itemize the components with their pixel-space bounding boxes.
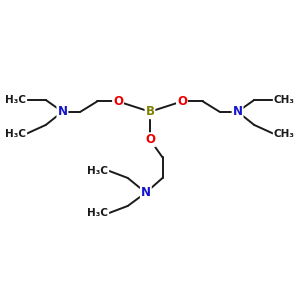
Text: H₃C: H₃C <box>5 129 26 139</box>
Text: N: N <box>57 105 68 118</box>
Text: CH₃: CH₃ <box>274 129 295 139</box>
Text: O: O <box>145 133 155 146</box>
Text: O: O <box>113 95 123 108</box>
Text: H₃C: H₃C <box>87 208 108 218</box>
Text: H₃C: H₃C <box>5 95 26 105</box>
Text: H₃C: H₃C <box>87 166 108 176</box>
Text: N: N <box>232 105 243 118</box>
Text: CH₃: CH₃ <box>274 95 295 105</box>
Text: N: N <box>141 186 151 199</box>
Text: O: O <box>177 95 187 108</box>
Text: B: B <box>146 105 154 118</box>
